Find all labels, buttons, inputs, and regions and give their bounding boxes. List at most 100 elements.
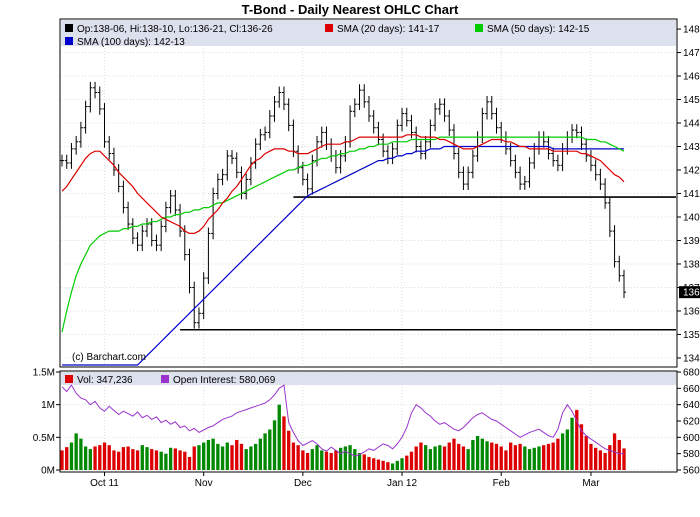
volume-bar — [527, 449, 532, 470]
oi-y-tick-label: 680K — [683, 368, 700, 379]
volume-bar — [263, 433, 267, 470]
x-tick-label: Nov — [195, 478, 213, 489]
volume-bar — [258, 438, 263, 470]
ohlc-bar — [437, 98, 442, 115]
ohlc-bar — [69, 142, 74, 169]
volume-bar — [154, 450, 159, 470]
price-y-tick-label: 143-00 — [683, 142, 700, 153]
volume-bar — [423, 445, 428, 470]
ohlc-bar — [466, 166, 471, 190]
volume-bar — [367, 456, 371, 470]
volume-bar — [584, 436, 588, 470]
volume-bar — [485, 441, 489, 470]
volume-bar — [428, 449, 433, 470]
volume-legend-label: Vol: 347,236 — [77, 375, 133, 386]
x-tick-label: Mar — [582, 478, 600, 489]
volume-bar — [334, 450, 338, 470]
volume-bar — [324, 451, 329, 470]
volume-bar — [400, 458, 404, 470]
volume-bar — [235, 439, 239, 470]
sma50-legend-swatch — [475, 24, 483, 32]
x-tick-label: Feb — [493, 478, 511, 489]
volume-bar — [461, 446, 466, 470]
ohlc-bar — [121, 180, 126, 214]
volume-bar — [513, 445, 518, 470]
ohlc-bar — [310, 154, 315, 195]
ohlc-bar — [617, 255, 622, 282]
sma100-line — [62, 145, 624, 366]
volume-bar — [589, 443, 593, 470]
volume-bar — [414, 446, 418, 470]
volume-bar — [622, 448, 626, 470]
volume-bar — [452, 438, 456, 470]
oi-y-tick-label: 580K — [683, 449, 700, 460]
sma100-legend-swatch — [65, 37, 73, 45]
x-tick-label: Oct 11 — [90, 478, 119, 489]
ohlc-bar — [225, 150, 230, 181]
ohlc-bar — [107, 135, 112, 160]
ohlc-bar — [277, 86, 282, 108]
last-price-marker — [679, 286, 700, 299]
ohlc-bar — [97, 86, 102, 115]
price-y-tick-label: 144-00 — [683, 119, 700, 130]
ohlc-bar — [598, 168, 603, 190]
volume-bar — [523, 446, 527, 470]
volume-legend-box — [61, 372, 676, 385]
volume-bar — [159, 451, 163, 470]
ohlc-bar — [366, 96, 371, 122]
volume-bar — [438, 445, 442, 470]
ohlc-bar — [64, 154, 69, 169]
x-tick-label: Dec — [294, 478, 312, 489]
price-y-tick-label: 135-00 — [683, 330, 700, 341]
volume-bar — [338, 447, 343, 470]
volume-bar — [206, 439, 211, 470]
ohlc-bar — [470, 150, 475, 179]
volume-bar — [457, 443, 461, 470]
ohlc-bar — [135, 232, 140, 252]
ohlc-bar — [74, 135, 79, 155]
ohlc-bar — [489, 96, 494, 120]
volume-axes: 1.5M 1M 0.5M 0M 680K 660K 640K 620K 600K 580K 560K — [33, 368, 700, 477]
volume-bar — [310, 449, 314, 470]
ohlc-bar — [371, 110, 376, 134]
volume-bar — [560, 433, 565, 470]
volume-bar — [433, 446, 437, 470]
ohlc-bar — [442, 98, 447, 122]
volume-bar — [150, 449, 154, 470]
ohlc-bar — [357, 84, 362, 111]
ohlc-bar — [187, 248, 192, 294]
ohlc-bar — [319, 126, 324, 148]
volume-bar — [98, 445, 102, 470]
oi-legend-swatch — [161, 375, 169, 383]
sma20-legend-label: SMA (20 days): 141-17 — [337, 24, 440, 35]
volume-bar — [211, 438, 215, 470]
volume-bar — [362, 454, 366, 470]
ohlc-bar — [78, 121, 83, 148]
oi-y-tick-label: 640K — [683, 400, 700, 411]
price-y-tick-label: 139-00 — [683, 236, 700, 247]
volume-bar — [518, 443, 522, 470]
volume-bar — [202, 442, 206, 470]
oi-y-tick-label: 660K — [683, 384, 700, 395]
volume-bar — [409, 451, 414, 470]
volume-bar — [272, 420, 277, 470]
volume-bar — [69, 442, 74, 470]
ohlc-bar — [149, 218, 154, 247]
volume-bar — [93, 446, 97, 470]
ohlc-bar — [230, 150, 235, 165]
volume-bar — [60, 450, 64, 470]
volume-bar — [277, 404, 281, 470]
x-axis: Oct 11 Nov Dec Jan 12 Feb Mar — [90, 472, 600, 489]
volume-bar — [504, 450, 508, 470]
price-legend: Op:138-06, Hi:138-10, Lo:136-21, Cl:136-… — [65, 24, 590, 48]
ohlc-bar — [140, 225, 145, 252]
price-panel — [59, 18, 678, 368]
volume-bar — [65, 447, 69, 470]
ohlc-bar — [433, 103, 438, 132]
ohlc-bar — [196, 307, 201, 329]
volume-bar — [579, 424, 584, 470]
ohlc-bar — [555, 154, 560, 172]
volume-bar — [164, 453, 168, 470]
ohlc-bar — [267, 110, 272, 139]
ohlc-bar — [281, 86, 286, 111]
